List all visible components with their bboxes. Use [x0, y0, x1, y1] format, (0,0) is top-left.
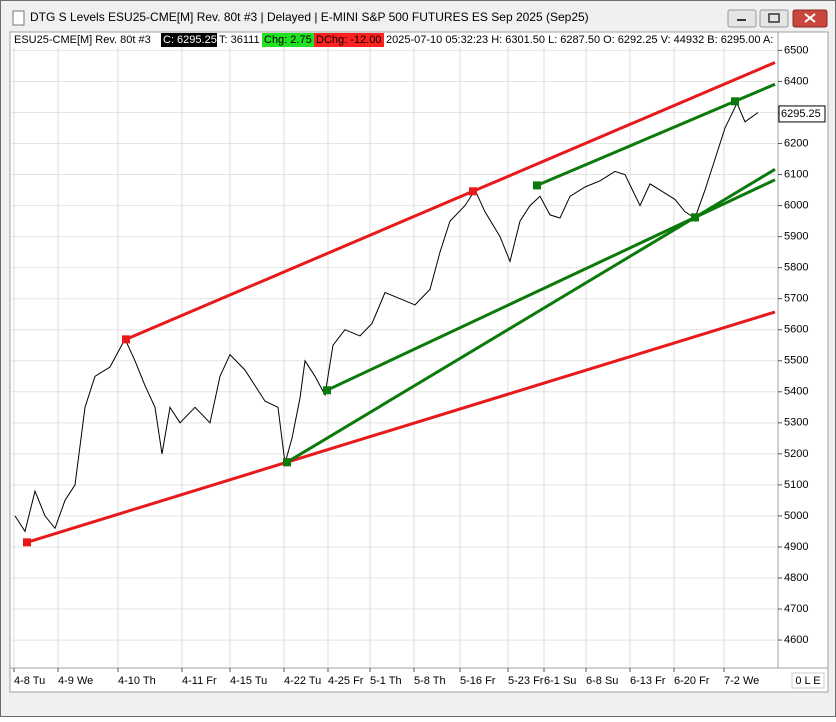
y-tick-label: 4800: [784, 572, 808, 584]
anchor-point: [323, 386, 331, 395]
x-tick-label: 5-16 Fr: [460, 675, 496, 687]
close-icon: [804, 13, 816, 23]
info-details: 2025-07-10 05:32:23 H: 6301.50 L: 6287.5…: [386, 34, 773, 46]
info-bg: [12, 33, 162, 47]
x-tick-label: 4-10 Th: [118, 675, 156, 687]
maximize-button[interactable]: [759, 9, 789, 28]
x-tick-label: 6-1 Su: [544, 675, 576, 687]
change-bg: [262, 33, 314, 47]
y-tick-label: 6200: [784, 137, 808, 149]
y-tick-label: 5900: [784, 231, 808, 243]
x-tick-label: 4-9 We: [58, 675, 93, 687]
grid: [11, 33, 777, 667]
y-tick-label: 6000: [784, 199, 808, 211]
anchor-point: [691, 213, 699, 222]
x-tick-label: 6-8 Su: [586, 675, 618, 687]
y-tick-label: 5700: [784, 293, 808, 305]
anchor-point: [533, 181, 541, 190]
y-tick-label: 4700: [784, 603, 808, 615]
plot-area: [9, 31, 779, 669]
last-price-label: 6295.25: [781, 108, 821, 120]
last-price-box: [778, 105, 826, 123]
x-tick-label: 5-23 Fr: [508, 675, 544, 687]
status-text: 0 L E: [795, 675, 820, 687]
time-axis: [9, 667, 829, 693]
window-title: DTG S Levels ESU25-CME[M] Rev. 80t #3 | …: [30, 10, 589, 24]
info-ticks: T: 36111: [219, 34, 260, 46]
y-tick-label: 4600: [784, 634, 808, 646]
y-tick-label: 5200: [784, 448, 808, 460]
y-tick-label: 6100: [784, 168, 808, 180]
x-tick-label: 4-25 Fr: [328, 675, 364, 687]
x-tick-label: 5-1 Th: [370, 675, 402, 687]
y-tick-label: 6400: [784, 75, 808, 87]
info-daily-change: DChg: -12.00: [316, 34, 381, 46]
marks: [14, 61, 776, 547]
x-tick-label: 6-20 Fr: [674, 675, 710, 687]
x-tick-label: 6-13 Fr: [630, 675, 666, 687]
y-tick-label: 5300: [784, 417, 808, 429]
info-change: Chg: 2.75: [264, 34, 312, 46]
y-tick-label: 6500: [784, 44, 808, 56]
x-tick-label: 4-8 Tu: [14, 675, 45, 687]
y-tick-label: 5100: [784, 479, 808, 491]
maximize-icon: [768, 13, 780, 23]
minimize-button[interactable]: [727, 9, 757, 28]
details-bg: [384, 33, 776, 47]
price-line: [14, 101, 759, 533]
x-tick-label: 4-11 Fr: [182, 675, 217, 687]
anchor-point: [469, 187, 477, 196]
ticks-bg: [217, 33, 262, 47]
anchor-point: [23, 538, 31, 547]
anchor-point: [731, 97, 739, 106]
x-tick-label: 4-22 Tu: [284, 675, 321, 687]
y-tick-label: 5600: [784, 324, 808, 336]
y-tick-label: 5000: [784, 510, 808, 522]
y-tick-label: 5500: [784, 355, 808, 367]
price-axis: [777, 31, 829, 669]
status-box: [791, 672, 825, 689]
dchange-bg: [314, 33, 384, 47]
anchor-point: [122, 335, 130, 344]
y-tick-label: 4900: [784, 541, 808, 553]
y-tick-label: 5800: [784, 262, 808, 274]
info-close: C: 6295.25: [163, 34, 217, 46]
y-tick-label: 5400: [784, 386, 808, 398]
window-icon: [12, 10, 25, 26]
x-tick-label: 7-2 We: [724, 675, 759, 687]
x-tick-label: 5-8 Th: [414, 675, 446, 687]
close-bg: [161, 33, 217, 47]
info-symbol: ESU25-CME[M] Rev. 80t #3: [14, 34, 151, 46]
anchor-point: [283, 458, 291, 467]
x-tick-label: 4-15 Tu: [230, 675, 267, 687]
